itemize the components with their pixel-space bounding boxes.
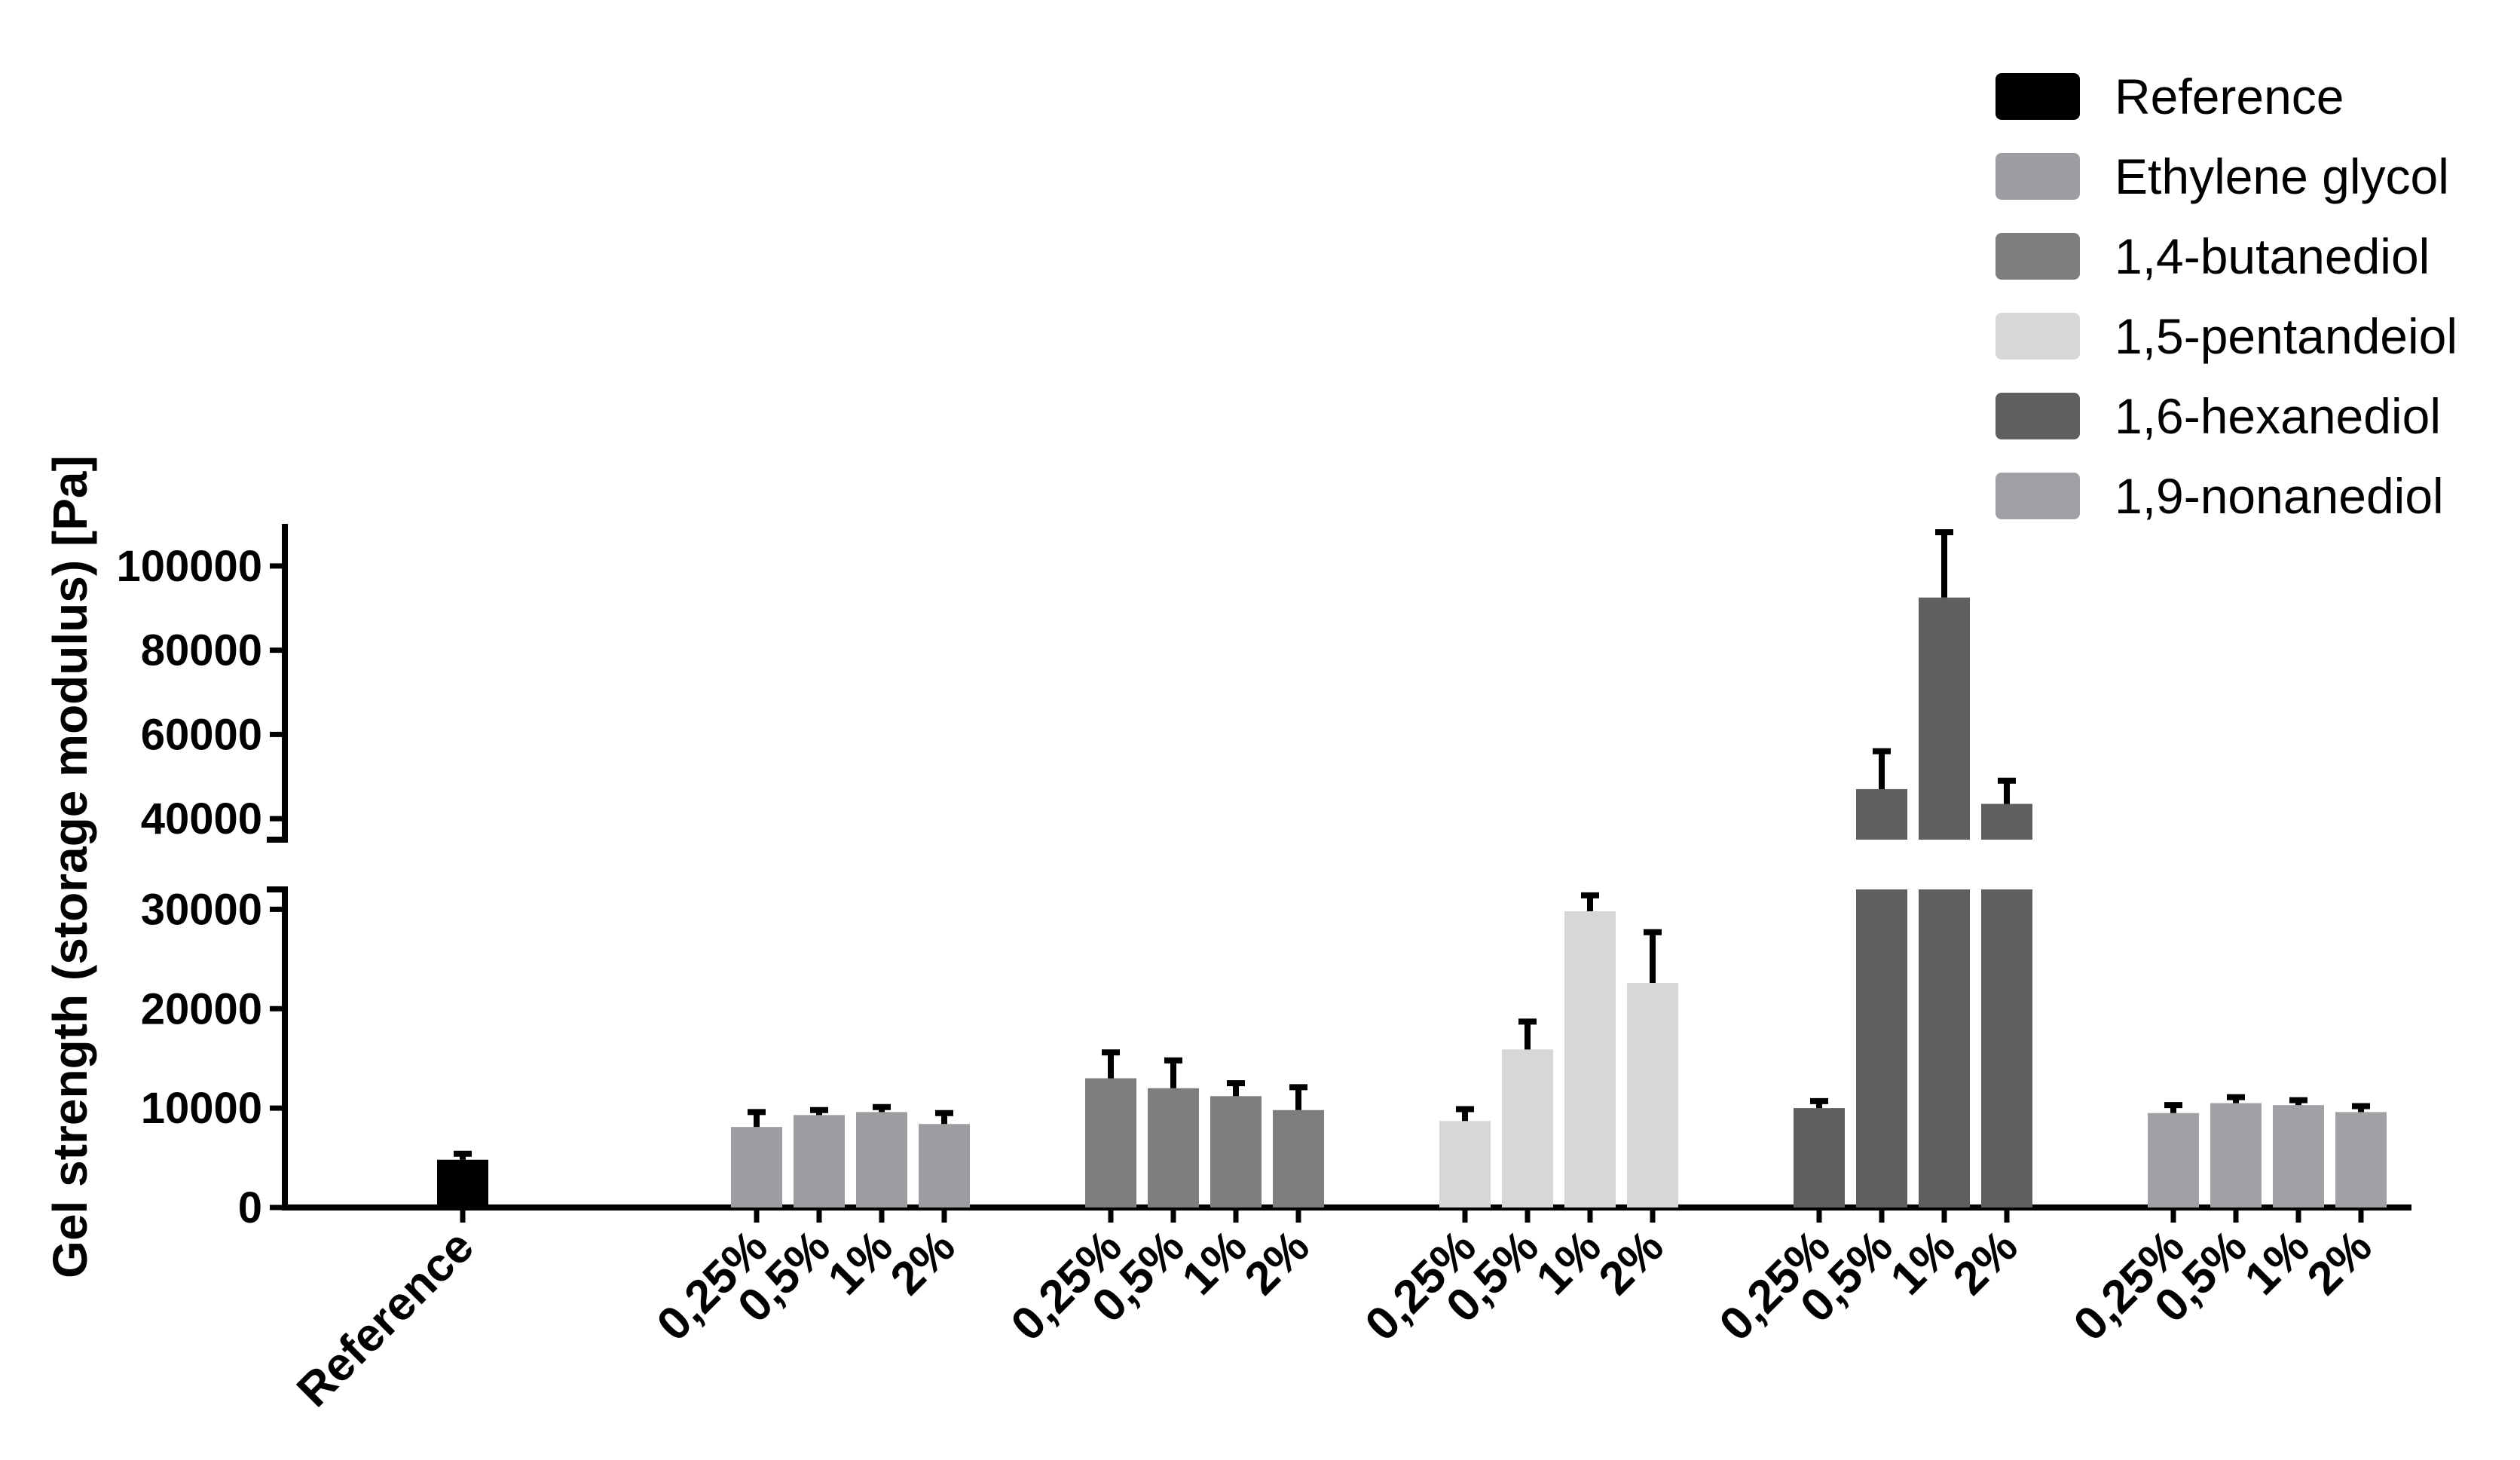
legend-label: 1,5-pentandeiol [2115, 308, 2457, 364]
bar [1085, 1078, 1136, 1207]
legend-swatch [1996, 153, 2080, 200]
y-tick-label: 60000 [141, 710, 262, 759]
legend-label: 1,6-hexanediol [2115, 388, 2441, 444]
legend-swatch [1996, 313, 2080, 360]
bar [2335, 1112, 2387, 1207]
axes [267, 524, 2411, 1211]
bar [1273, 1110, 1324, 1207]
bar-upper-segment [1981, 803, 2032, 840]
legend-swatch [1996, 473, 2080, 519]
legend-label: 1,4-butanediol [2115, 228, 2430, 284]
x-tick-label: 2% [1944, 1220, 2028, 1305]
y-tick-label: 10000 [141, 1084, 262, 1133]
x-tick-label: 2% [1235, 1220, 1320, 1305]
bar [2148, 1113, 2199, 1207]
bar [1564, 911, 1616, 1207]
bar [1148, 1088, 1199, 1207]
x-tick-labels: Reference 0,25%0,5%1%2% 0,25%0,5%1%2% 0,25%… [287, 1207, 2382, 1417]
legend-swatch [1996, 393, 2080, 439]
y-ticks: 0 10000 20000 30000 40000 60000 80000 100000 [116, 542, 285, 1232]
y-tick-label: 80000 [141, 626, 262, 675]
bar [1856, 889, 1907, 1207]
legend-label: Ethylene glycol [2115, 148, 2449, 204]
bar [794, 1115, 845, 1207]
bar [1981, 889, 2032, 1207]
bar [2210, 1103, 2262, 1207]
x-tick-label: 2% [2298, 1220, 2382, 1305]
y-tick-label: 100000 [116, 542, 262, 591]
bar [1627, 982, 1678, 1207]
x-tick-label: 2% [881, 1220, 965, 1305]
y-tick-label: 40000 [141, 794, 262, 843]
bar [856, 1112, 907, 1207]
bar [437, 1159, 488, 1207]
legend-swatch [1996, 73, 2080, 120]
bar [1210, 1096, 1262, 1207]
legend: Reference Ethylene glycol 1,4-butanediol 1,… [1996, 69, 2457, 524]
bar [1919, 889, 1970, 1207]
y-tick-label: 20000 [141, 984, 262, 1033]
bar [919, 1124, 970, 1207]
legend-label: Reference [2115, 69, 2344, 124]
y-tick-label: 30000 [141, 885, 262, 934]
bar [2273, 1105, 2324, 1207]
bars [437, 529, 2387, 1207]
bar-upper-segment [1919, 597, 1970, 840]
bar [731, 1127, 782, 1207]
x-tick-label: Reference [287, 1220, 484, 1417]
bar [1502, 1049, 1553, 1207]
bar-upper-segment [1856, 788, 1907, 840]
legend-label: 1,9-nonanediol [2115, 468, 2444, 524]
bar [1794, 1108, 1845, 1207]
legend-swatch [1996, 233, 2080, 280]
x-tick-label: 2% [1589, 1220, 1674, 1305]
bar [1439, 1121, 1491, 1207]
y-axis-title: Gel strength (storage modulus) [Pa] [43, 455, 97, 1278]
y-tick-label: 0 [238, 1183, 262, 1232]
